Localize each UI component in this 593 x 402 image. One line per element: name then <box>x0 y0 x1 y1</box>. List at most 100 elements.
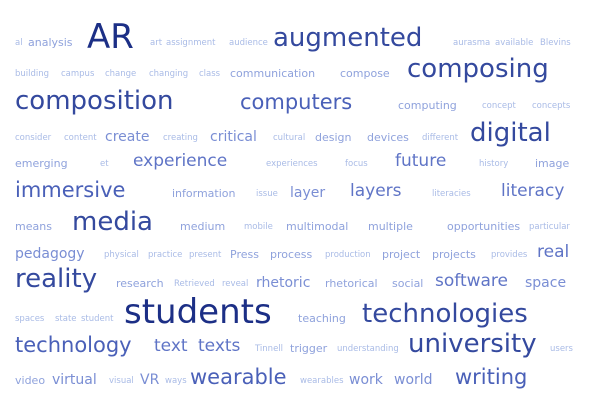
cloud-word: project <box>382 248 421 262</box>
cloud-word: concepts <box>532 101 571 112</box>
cloud-word: teaching <box>298 312 346 326</box>
cloud-word: compose <box>340 67 390 81</box>
cloud-word: university <box>408 329 537 360</box>
cloud-word: change <box>105 69 137 80</box>
cloud-word: concept <box>482 101 516 112</box>
cloud-word: layers <box>350 181 402 202</box>
cloud-word: wearables <box>300 376 344 387</box>
cloud-word: literacy <box>501 181 565 202</box>
cloud-word: Press <box>230 248 259 262</box>
cloud-word: virtual <box>52 371 97 388</box>
cloud-word: issue <box>256 189 278 200</box>
cloud-word: work <box>349 371 383 388</box>
cloud-word: reality <box>15 264 98 295</box>
cloud-word: creating <box>163 133 198 144</box>
cloud-word: immersive <box>15 178 126 203</box>
cloud-word: consider <box>15 133 52 144</box>
cloud-word: practice <box>148 250 183 261</box>
cloud-word: campus <box>61 69 95 80</box>
cloud-word: rhetorical <box>325 277 378 291</box>
cloud-word: means <box>15 220 52 234</box>
cloud-word: aurasma <box>453 38 491 49</box>
cloud-word: art <box>150 38 163 49</box>
cloud-word: understanding <box>337 344 399 355</box>
cloud-word: audience <box>229 38 268 49</box>
cloud-word: video <box>15 374 46 388</box>
cloud-word: visual <box>109 376 134 387</box>
cloud-word: Retrieved <box>174 279 215 290</box>
cloud-word: opportunities <box>447 220 521 234</box>
cloud-word: software <box>435 271 509 292</box>
cloud-word: pedagogy <box>15 245 85 262</box>
cloud-word: AR <box>87 16 134 57</box>
cloud-word: assignment <box>166 38 216 49</box>
cloud-word: experience <box>133 151 228 172</box>
cloud-word: student <box>81 314 114 325</box>
cloud-word: information <box>172 187 236 201</box>
cloud-word: writing <box>455 365 528 390</box>
cloud-word: process <box>270 248 313 262</box>
cloud-word: users <box>550 344 573 355</box>
cloud-word: social <box>392 277 424 291</box>
cloud-word: state <box>55 314 77 325</box>
cloud-word: medium <box>180 220 226 234</box>
cloud-word: augmented <box>273 23 423 54</box>
cloud-word: literacies <box>432 189 471 200</box>
cloud-word: ways <box>165 376 187 387</box>
cloud-word: technology <box>15 333 132 358</box>
cloud-word: building <box>15 69 50 80</box>
cloud-word: real <box>537 242 570 263</box>
cloud-word: multiple <box>368 220 413 234</box>
cloud-word: future <box>395 151 447 172</box>
cloud-word: projects <box>432 248 476 262</box>
cloud-word: computers <box>240 90 353 115</box>
cloud-word: cultural <box>273 133 306 144</box>
cloud-word: technologies <box>362 299 528 330</box>
cloud-word: provides <box>491 250 528 261</box>
cloud-word: computing <box>398 99 457 113</box>
cloud-word: experiences <box>266 159 318 170</box>
cloud-word: present <box>189 250 222 261</box>
cloud-word: production <box>325 250 371 261</box>
cloud-word: devices <box>367 131 409 145</box>
cloud-word: class <box>199 69 221 80</box>
cloud-word: physical <box>104 250 139 261</box>
cloud-word: available <box>495 38 534 49</box>
cloud-word: design <box>315 131 352 145</box>
cloud-word: different <box>422 133 459 144</box>
cloud-word: critical <box>210 128 257 145</box>
cloud-word: spaces <box>15 314 45 325</box>
cloud-word: particular <box>529 222 570 233</box>
cloud-word: reveal <box>222 279 249 290</box>
cloud-word: space <box>525 274 567 291</box>
cloud-word: composing <box>407 54 549 85</box>
cloud-word: trigger <box>290 342 328 356</box>
cloud-word: multimodal <box>286 220 349 234</box>
cloud-word: history <box>479 159 509 170</box>
cloud-word: wearable <box>190 365 287 390</box>
cloud-word: focus <box>345 159 368 170</box>
cloud-word: world <box>394 371 433 388</box>
cloud-word: text <box>154 336 188 357</box>
cloud-word: students <box>124 291 272 332</box>
cloud-word: analysis <box>28 36 73 50</box>
cloud-word: texts <box>198 336 241 357</box>
cloud-word: media <box>72 207 153 238</box>
cloud-word: communication <box>230 67 316 81</box>
cloud-word: Tinnell <box>255 344 284 355</box>
cloud-word: content <box>64 133 97 144</box>
cloud-word: emerging <box>15 157 68 171</box>
cloud-word: al <box>15 38 23 49</box>
cloud-word: research <box>116 277 164 291</box>
cloud-word: composition <box>15 86 174 117</box>
cloud-word: changing <box>149 69 189 80</box>
cloud-word: create <box>105 128 150 145</box>
cloud-word: Blevins <box>540 38 571 49</box>
cloud-word: VR <box>140 371 160 388</box>
cloud-word: digital <box>470 118 551 149</box>
cloud-word: et <box>100 159 109 170</box>
cloud-word: mobile <box>244 222 273 233</box>
cloud-word: image <box>535 157 570 171</box>
cloud-word: rhetoric <box>256 274 311 291</box>
